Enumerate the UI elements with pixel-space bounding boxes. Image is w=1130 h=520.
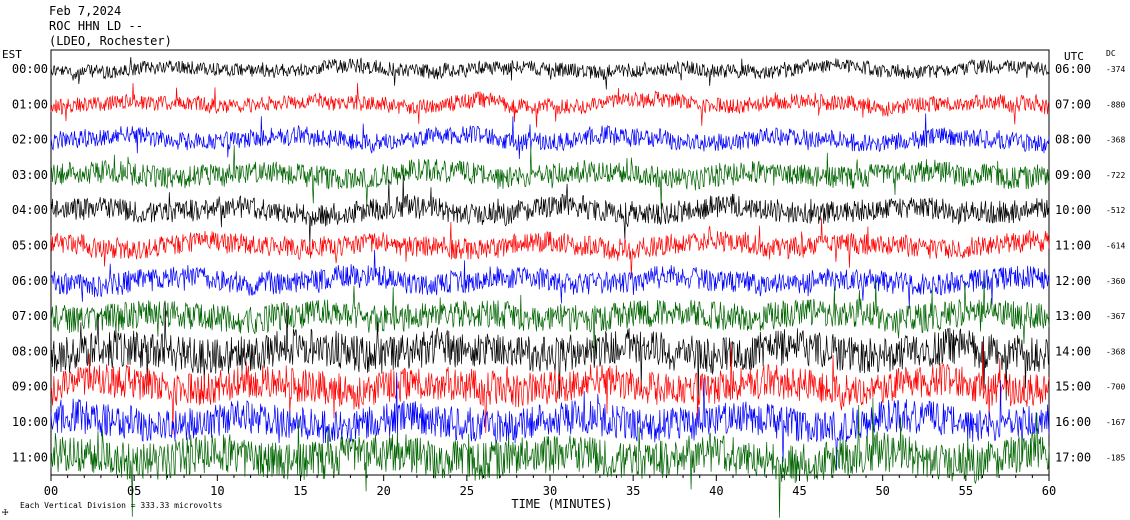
header-station: ROC HHN LD -- bbox=[49, 19, 143, 33]
x-tick-label: 00 bbox=[44, 484, 58, 498]
est-label: 07:00 bbox=[12, 309, 48, 323]
est-label: 08:00 bbox=[12, 344, 48, 358]
utc-label: 06:00 bbox=[1055, 62, 1091, 76]
dc-value: -722 bbox=[1106, 171, 1125, 180]
header-network: (LDEO, Rochester) bbox=[49, 34, 172, 48]
x-tick-label: 50 bbox=[875, 484, 889, 498]
x-tick-label: 60 bbox=[1042, 484, 1056, 498]
dc-value: -700 bbox=[1106, 383, 1125, 392]
est-label: 06:00 bbox=[12, 274, 48, 288]
trace-0100 bbox=[50, 82, 1050, 128]
trace-0900 bbox=[50, 341, 1050, 435]
x-tick-label: 15 bbox=[293, 484, 307, 498]
x-axis-title: TIME (MINUTES) bbox=[511, 497, 612, 511]
footer-mark: 🜊 bbox=[2, 508, 9, 517]
est-label: 02:00 bbox=[12, 133, 48, 147]
header-date: Feb 7,2024 bbox=[49, 4, 122, 18]
est-label: 11:00 bbox=[12, 450, 48, 464]
trace-1000 bbox=[50, 372, 1050, 471]
trace-0500 bbox=[50, 218, 1050, 279]
utc-label: 07:00 bbox=[1055, 97, 1091, 111]
x-tick-label: 35 bbox=[626, 484, 640, 498]
est-label: 03:00 bbox=[12, 168, 48, 182]
utc-axis-label: UTC bbox=[1064, 50, 1084, 63]
x-tick-label: 20 bbox=[376, 484, 390, 498]
scale-note: Each Vertical Division = 333.33 microvol… bbox=[20, 501, 223, 510]
utc-label: 15:00 bbox=[1055, 380, 1091, 394]
dc-value: -368 bbox=[1106, 136, 1125, 145]
est-axis-label: EST bbox=[2, 48, 22, 61]
dc-value: -368 bbox=[1106, 347, 1125, 356]
trace-1100 bbox=[50, 397, 1050, 518]
utc-label: 14:00 bbox=[1055, 344, 1091, 358]
trace-0200 bbox=[50, 113, 1050, 160]
x-tick-label: 10 bbox=[210, 484, 224, 498]
utc-label: 17:00 bbox=[1055, 450, 1091, 464]
utc-label: 08:00 bbox=[1055, 133, 1091, 147]
x-tick-label: 05 bbox=[127, 484, 141, 498]
trace-0300 bbox=[50, 145, 1050, 210]
utc-label: 09:00 bbox=[1055, 168, 1091, 182]
est-label: 10:00 bbox=[12, 415, 48, 429]
est-label: 09:00 bbox=[12, 380, 48, 394]
plot-frame bbox=[50, 49, 1050, 476]
est-label: 05:00 bbox=[12, 239, 48, 253]
dc-value: -374 bbox=[1106, 65, 1125, 74]
trace-0700 bbox=[50, 277, 1050, 359]
trace-0400 bbox=[50, 174, 1050, 247]
x-tick-label: 25 bbox=[460, 484, 474, 498]
est-label: 00:00 bbox=[12, 62, 48, 76]
dc-value: -880 bbox=[1106, 100, 1125, 109]
x-tick-label: 55 bbox=[959, 484, 973, 498]
dc-value: -614 bbox=[1106, 242, 1125, 251]
dc-value: -167 bbox=[1106, 418, 1125, 427]
dc-value: -360 bbox=[1106, 277, 1125, 286]
utc-label: 16:00 bbox=[1055, 415, 1091, 429]
trace-0600 bbox=[50, 249, 1050, 308]
dc-value: -367 bbox=[1106, 312, 1125, 321]
trace-0000 bbox=[50, 56, 1050, 90]
x-tick-label: 40 bbox=[709, 484, 723, 498]
est-label: 01:00 bbox=[12, 97, 48, 111]
dc-value: -185 bbox=[1106, 453, 1125, 462]
x-tick-label: 45 bbox=[792, 484, 806, 498]
utc-label: 12:00 bbox=[1055, 274, 1091, 288]
dc-value: -512 bbox=[1106, 206, 1125, 215]
est-label: 04:00 bbox=[12, 203, 48, 217]
x-tick-label: 30 bbox=[543, 484, 557, 498]
dc-label: DC bbox=[1106, 49, 1116, 58]
trace-0800 bbox=[50, 302, 1050, 402]
utc-label: 11:00 bbox=[1055, 239, 1091, 253]
utc-label: 13:00 bbox=[1055, 309, 1091, 323]
utc-label: 10:00 bbox=[1055, 203, 1091, 217]
